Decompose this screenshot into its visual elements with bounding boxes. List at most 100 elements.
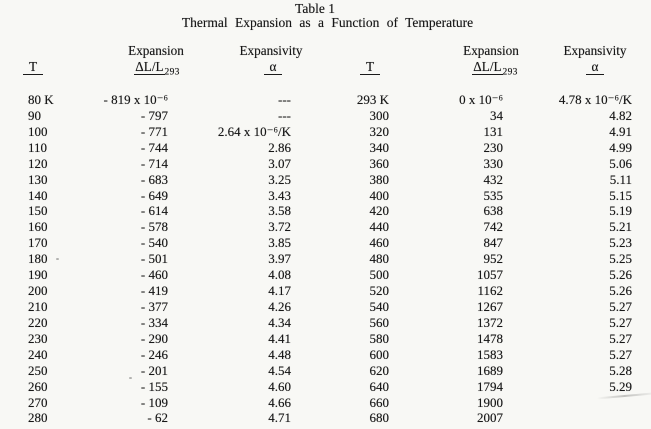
table-cell: 130 xyxy=(28,171,48,187)
header-expansivity-right: Expansivity xyxy=(563,43,627,58)
table-cell: 1267 xyxy=(477,298,503,314)
header-dll-left: ΔL/L293 xyxy=(107,59,207,81)
table-cell: 680 xyxy=(369,410,390,426)
table-cell: 170 xyxy=(28,235,48,251)
table-cell: 460 xyxy=(369,235,390,251)
table-cell: 320 xyxy=(369,123,390,139)
table-cell: 5.27 xyxy=(609,330,632,346)
column-expansivity-right: 4.78 x 10⁻⁶/K 4.82 4.91 4.99 5.06 5.11 5.15 5.1… xyxy=(528,92,632,426)
table-cell: 480 xyxy=(369,251,390,267)
table-cell: - 155 xyxy=(140,378,168,394)
table-cell: 520 xyxy=(369,283,390,299)
header-t-right: T xyxy=(345,59,395,75)
table-cell: 5.29 xyxy=(609,378,632,394)
table-cell: 432 xyxy=(483,171,504,187)
header-alpha-right: α xyxy=(545,59,645,75)
table-cell: 5.11 xyxy=(609,171,632,187)
table-cell: - 460 xyxy=(140,267,168,283)
table-cell: 3.58 xyxy=(268,203,291,219)
table-cell: 440 xyxy=(369,219,390,235)
table-cell: - 290 xyxy=(140,330,168,346)
table-cell: 5.25 xyxy=(609,251,632,267)
table-cell: 2007 xyxy=(477,410,503,426)
table-cell: 4.41 xyxy=(268,330,291,346)
table-cell: 4.82 xyxy=(609,107,632,123)
table-cell: - 540 xyxy=(140,235,168,251)
table-cell: 5.27 xyxy=(609,298,632,314)
table-cell: 4.54 xyxy=(268,362,291,378)
scan-speck xyxy=(129,377,132,379)
table-cell: 4.34 xyxy=(268,314,291,330)
table-cell: 742 xyxy=(483,219,504,235)
table-cell: 2.64 x 10⁻⁶/K xyxy=(217,123,291,139)
table-cell: 4.17 xyxy=(268,283,291,299)
table-cell: - 201 xyxy=(140,362,168,378)
table-cell: 5.06 xyxy=(609,155,632,171)
table-cell: 180 xyxy=(28,251,48,267)
table-cell: 360 xyxy=(369,155,390,171)
table-cell: 1689 xyxy=(477,362,503,378)
table-cell: 400 xyxy=(369,187,390,203)
table-cell: 560 xyxy=(369,314,390,330)
table-cell: 660 xyxy=(369,394,390,410)
table-cell: 220 xyxy=(28,314,48,330)
header-t-right-label: T xyxy=(359,59,381,75)
header-dll-right: ΔL/L293 xyxy=(445,59,545,81)
table-cell: 5.21 xyxy=(609,219,632,235)
table-cell: 1162 xyxy=(477,283,503,299)
table-cell: - 419 xyxy=(140,283,168,299)
table-cell: 2.86 xyxy=(268,139,291,155)
table-cell: 952 xyxy=(483,251,504,267)
table-cell: 210 xyxy=(28,298,48,314)
table-cell: 4.91 xyxy=(609,123,632,139)
table-cell xyxy=(528,410,632,426)
table-cell: 620 xyxy=(369,362,390,378)
table-cell: 230 xyxy=(483,139,504,155)
table-cell: 540 xyxy=(369,298,390,314)
table-cell: - 377 xyxy=(140,298,168,314)
table-cell: - 649 xyxy=(140,187,168,203)
table-cell: 293 K xyxy=(356,92,389,107)
table-cell: 120 xyxy=(28,155,48,171)
table-cell: 4.99 xyxy=(609,139,632,155)
table-cell: 3.43 xyxy=(268,187,291,203)
table-cell: 380 xyxy=(369,171,390,187)
table-cell: 3.97 xyxy=(268,251,291,267)
table-cell: - 501 xyxy=(140,251,168,267)
table-cell: 3.25 xyxy=(268,171,291,187)
table-cell: 5.28 xyxy=(609,362,632,378)
table-cell: 3.07 xyxy=(268,155,291,171)
table-cell: --- xyxy=(278,107,291,123)
table-cell: - 797 xyxy=(140,107,168,123)
table-cell: 580 xyxy=(369,330,390,346)
header-alpha-left: α xyxy=(223,59,323,75)
column-expansion-left: - 819 x 10⁻⁶ - 797- 771- 744- 714- 683- 6… xyxy=(78,92,168,426)
table-cell: 1372 xyxy=(477,314,503,330)
header-dll-right-label: ΔL/L xyxy=(472,59,503,75)
table-cell: 5.26 xyxy=(609,267,632,283)
table-cell: 420 xyxy=(369,203,390,219)
table-cell: 1478 xyxy=(477,330,503,346)
table-cell: 160 xyxy=(28,219,48,235)
table-cell: 230 xyxy=(28,330,48,346)
table-cell: 5.19 xyxy=(609,203,632,219)
table-cell: 4.60 xyxy=(268,378,291,394)
table-cell: 5.23 xyxy=(609,235,632,251)
table-cell: 1794 xyxy=(477,378,503,394)
table-title: Table 1 xyxy=(295,1,335,16)
header-alpha-left-label: α xyxy=(263,59,283,75)
table-cell: 640 xyxy=(369,378,390,394)
header-dll-left-subscript: 293 xyxy=(164,67,180,78)
table-cell: 5.27 xyxy=(609,346,632,362)
table-cell: 110 xyxy=(28,139,48,155)
table-cell: 4.08 xyxy=(268,267,291,283)
column-temperature-left: 80 K 90 100 110 120 130 140 150 160 170 180 190 200 2… xyxy=(28,92,98,426)
table-cell: 270 xyxy=(28,394,48,410)
table-cell: 4.71 xyxy=(268,410,291,426)
table-subtitle: Thermal Expansion as a Function of Tempe… xyxy=(181,15,474,30)
header-expansivity-left: Expansivity xyxy=(239,43,303,58)
table-cell: 330 xyxy=(483,155,504,171)
table-cell: 340 xyxy=(369,139,390,155)
table-cell: 190 xyxy=(28,267,48,283)
